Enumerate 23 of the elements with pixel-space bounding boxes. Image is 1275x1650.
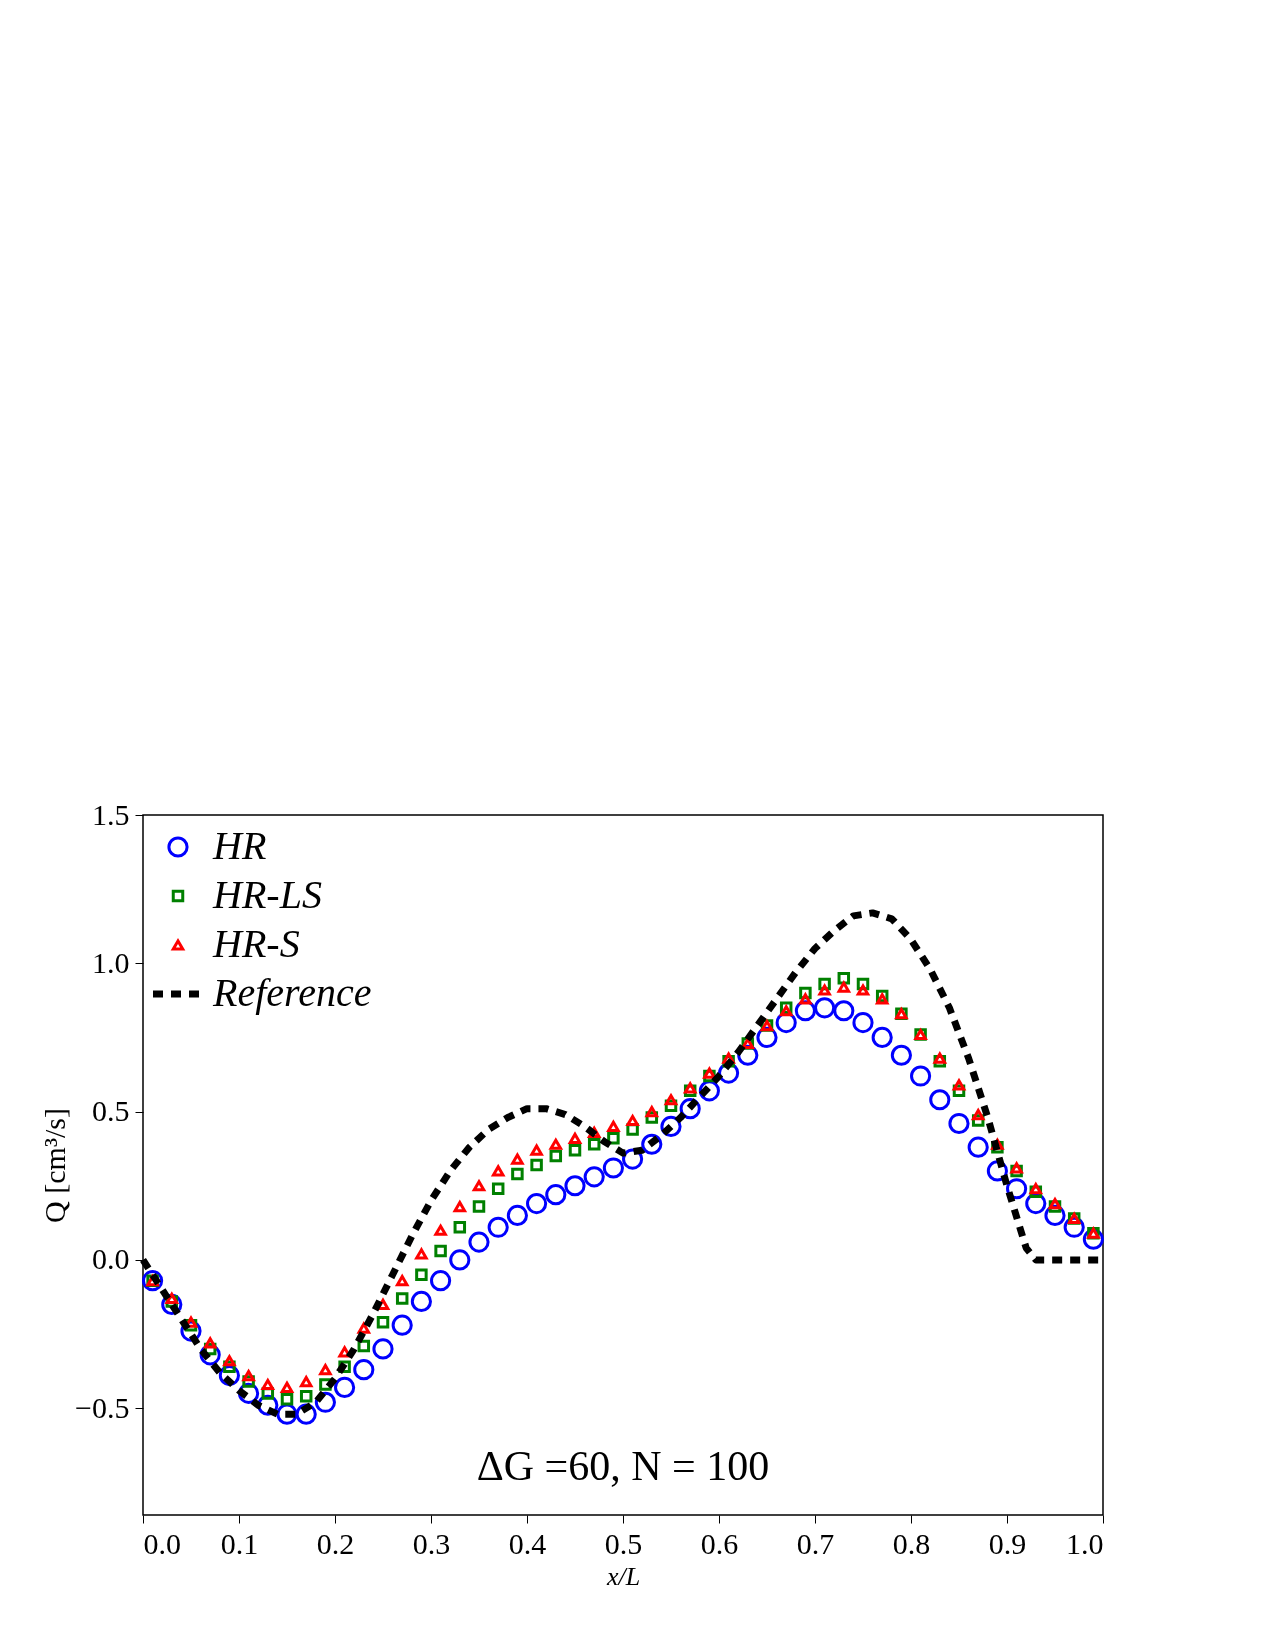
x-tick-label: 0.9 [988, 1526, 1027, 1560]
annotation: ΔG =60, N = 100 [476, 1443, 770, 1489]
y-tick-label: −0.5 [75, 1390, 130, 1424]
x-tick-label: 0.4 [508, 1526, 547, 1560]
x-tick-label: 0.6 [700, 1526, 739, 1560]
x-tick-label: 0.8 [892, 1526, 931, 1560]
x-tick-label: 0.2 [316, 1526, 355, 1560]
y-tick-label: 1.5 [92, 797, 130, 831]
legend-label: HR-S [212, 921, 300, 966]
x-tick-label: 0.1 [220, 1526, 259, 1560]
x-tick-label: 0.3 [412, 1526, 451, 1560]
x-axis-title: x/L [605, 1561, 641, 1591]
legend-label: HR [212, 823, 267, 868]
x-tick-label: 0.7 [796, 1526, 835, 1560]
y-axis-title: Q [cm³/s] [38, 1108, 72, 1223]
legend-label: Reference [212, 970, 372, 1015]
x-tick-label: 0.0 [143, 1526, 181, 1560]
x-tick-label: 0.5 [604, 1526, 643, 1560]
legend-label: HR-LS [212, 872, 322, 917]
y-tick-label: 1.0 [92, 945, 130, 979]
y-tick-label: 0.5 [92, 1094, 130, 1128]
y-tick-label: 0.0 [92, 1242, 130, 1276]
x-tick-label: 1.0 [1066, 1526, 1104, 1560]
